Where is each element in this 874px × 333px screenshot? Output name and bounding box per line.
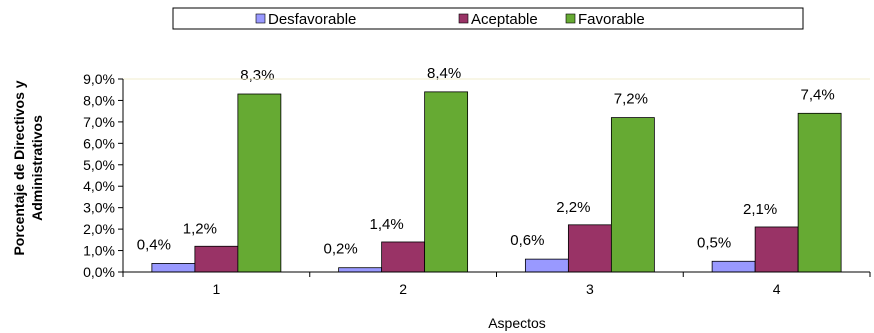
bar-aceptable-4 (754, 226, 799, 273)
x-tick-label: 4 (773, 281, 781, 297)
x-tick-label: 2 (399, 281, 407, 297)
bar-desfavorable-2 (338, 267, 383, 273)
y-tick-label: 5,0% (83, 157, 115, 173)
y-tick-label: 7,0% (83, 114, 115, 130)
bar-aceptable-1 (194, 245, 239, 273)
y-axis-title-line-1: Porcentaje de Directivos y (11, 80, 27, 255)
data-label: 7,4% (801, 86, 835, 103)
data-label: 8,3% (240, 67, 274, 84)
y-tick-label: 6,0% (83, 135, 115, 151)
y-tick-label: 1,0% (83, 243, 115, 259)
data-label: 0,2% (324, 241, 358, 258)
y-tick-label: 3,0% (83, 200, 115, 216)
data-label: 0,4% (137, 236, 171, 253)
data-label: 1,2% (183, 220, 217, 237)
bar-desfavorable-4 (711, 260, 756, 273)
data-labels: 0,4% 1,2% 8,3% 0,2% 1,4% 8,4% 0,6% 2,2% 7,2% 0,5%… (137, 65, 835, 258)
x-axis: 1 2 3 4 (122, 272, 871, 297)
bar-favorable-1 (237, 93, 282, 273)
data-label: 0,6% (510, 232, 544, 249)
legend-swatch-favorable (565, 13, 576, 24)
x-tick-label: 3 (586, 281, 594, 297)
data-label: 1,4% (370, 216, 404, 233)
bar-desfavorable-3 (524, 258, 569, 273)
bar-aceptable-2 (381, 241, 426, 273)
x-tick-label: 1 (212, 281, 220, 297)
y-tick-label: 0,0% (83, 264, 115, 280)
bar-favorable-3 (610, 117, 655, 273)
legend: Desfavorable Aceptable Favorable (172, 7, 804, 30)
y-tick-label: 9,0% (83, 71, 115, 87)
bar-desfavorable-1 (151, 263, 196, 273)
bar-favorable-4 (797, 112, 842, 273)
data-label: 2,2% (556, 199, 590, 216)
legend-swatch-aceptable (458, 13, 469, 24)
legend-label-desfavorable: Desfavorable (268, 11, 356, 28)
y-tick-label: 8,0% (83, 92, 115, 108)
y-tick-label: 4,0% (83, 178, 115, 194)
bars (151, 91, 842, 273)
legend-label-favorable: Favorable (578, 11, 645, 28)
y-axis: 0,0% 1,0% 2,0% 3,0% 4,0% 5,0% 6,0% 7,0% 8,0% 9,0% (83, 71, 123, 280)
y-axis-title-line-2: Administrativos (29, 115, 45, 221)
legend-box (172, 7, 804, 30)
legend-label-aceptable: Aceptable (471, 11, 538, 28)
data-label: 8,4% (427, 65, 461, 82)
data-label: 2,1% (743, 201, 777, 218)
bar-aceptable-3 (567, 224, 612, 273)
bar-favorable-2 (424, 91, 469, 273)
legend-swatch-desfavorable (255, 13, 266, 24)
y-tick-label: 2,0% (83, 221, 115, 237)
x-axis-title: Aspectos (488, 315, 546, 331)
data-label: 7,2% (614, 91, 648, 108)
data-label: 0,5% (697, 234, 731, 251)
